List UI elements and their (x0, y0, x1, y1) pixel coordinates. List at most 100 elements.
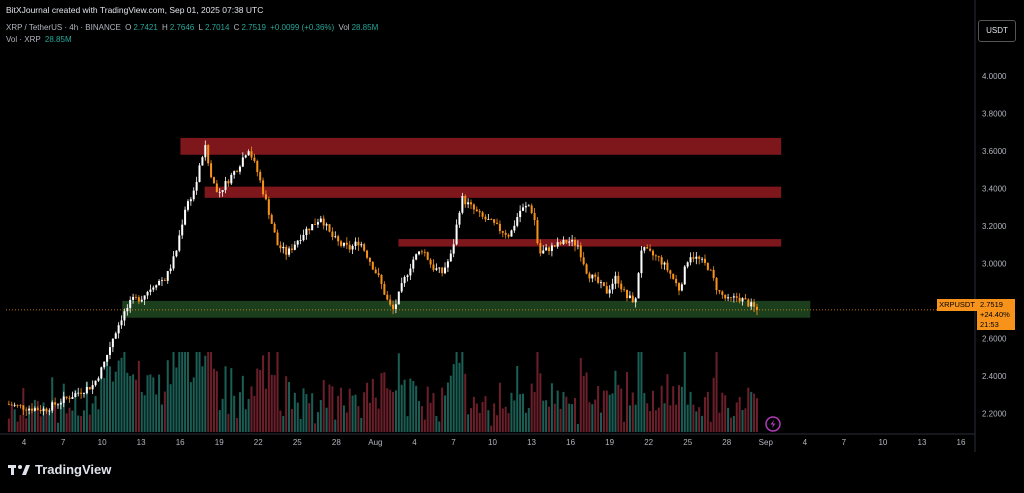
volume-bar (311, 393, 314, 432)
volume-bar (91, 403, 94, 432)
symbol-name[interactable]: XRP / TetherUS · 4h · BINANCE (6, 23, 121, 32)
volume-bar (625, 371, 629, 432)
candle-body (524, 205, 527, 208)
volume-bar (718, 412, 721, 432)
candle-body (302, 234, 305, 241)
candle-body (715, 278, 718, 291)
volume-bar (649, 410, 652, 432)
candle-body (605, 286, 608, 294)
candle-body (649, 248, 652, 251)
candle-body (285, 246, 288, 255)
candle-body (360, 244, 363, 246)
lightning-icon[interactable] (765, 416, 781, 432)
candle-body (464, 196, 467, 205)
candle-body (403, 276, 406, 284)
time-tick-label: 16 (176, 438, 185, 447)
vol-value: 28.85M (351, 23, 379, 32)
candle-body (169, 268, 172, 272)
candle-body (634, 298, 637, 303)
volume-bar (409, 378, 412, 432)
volume-bar (264, 388, 267, 432)
time-tick-label: Sep (759, 438, 774, 447)
volume-bar (706, 391, 709, 432)
volume-bar (498, 382, 501, 432)
candle-body (314, 224, 317, 225)
volume-bar (380, 373, 383, 432)
candle-body (461, 196, 464, 213)
volume-bar (588, 402, 591, 432)
candle-body (724, 294, 727, 299)
candle-body (415, 254, 418, 260)
candle-body (507, 234, 510, 237)
time-tick-label: 4 (22, 438, 27, 447)
volume-bar (608, 394, 611, 432)
volume-bar (77, 415, 80, 432)
candle-body (256, 160, 259, 173)
candle-body (88, 387, 91, 390)
volume-bar (227, 413, 230, 432)
volume-bar (458, 362, 461, 432)
volume-bar (724, 395, 727, 432)
candle-body (293, 244, 296, 250)
volume-bar (71, 410, 74, 432)
volume-bar (496, 415, 499, 432)
candle-body (189, 199, 192, 202)
volume-bar (204, 355, 207, 432)
volume-bar (68, 407, 71, 432)
candle-body (406, 275, 409, 277)
candle-body (181, 224, 184, 236)
candle-body (80, 392, 83, 394)
candle-body (721, 291, 724, 295)
volume-indicator-label[interactable]: Vol · XRP (6, 35, 41, 44)
candle-body (562, 239, 565, 245)
volume-bar (455, 352, 458, 432)
candle-body (340, 241, 343, 246)
volume-bar (614, 370, 617, 432)
candle-body (48, 410, 51, 412)
volume-bar (747, 387, 750, 432)
time-tick-label: 28 (722, 438, 731, 447)
zones-layer (122, 137, 811, 318)
volume-bar (256, 368, 259, 432)
tradingview-logo[interactable]: TradingView (8, 462, 111, 477)
volume-bar (403, 379, 406, 432)
volume-bar (548, 406, 551, 432)
candle-body (683, 266, 686, 285)
candle-body (446, 261, 449, 268)
support-zone (122, 300, 811, 318)
volume-bar (721, 392, 724, 432)
candle-body (640, 250, 643, 274)
candle-body (680, 284, 683, 291)
currency-selector[interactable]: USDT (978, 20, 1016, 42)
time-tick-label: 10 (98, 438, 107, 447)
candle-body (533, 213, 536, 221)
candle-body (198, 165, 201, 182)
candle-body (149, 289, 152, 292)
candle-body (247, 151, 250, 156)
candle-body (97, 378, 100, 381)
volume-bar (184, 352, 187, 432)
candle-body (542, 250, 545, 254)
volume-bar (85, 381, 88, 432)
volume-bar (371, 378, 374, 432)
candle-body (322, 218, 325, 226)
volume-bar (328, 384, 331, 432)
candle-body (487, 219, 490, 221)
candle-body (195, 181, 198, 191)
volume-bar (435, 415, 438, 432)
volume-bar (94, 395, 97, 432)
volume-bar (400, 384, 403, 432)
volume-bar (331, 386, 334, 432)
volume-bar (654, 410, 657, 432)
volume-bar (527, 407, 530, 432)
volume-bar (683, 352, 686, 432)
candle-body (342, 242, 345, 246)
volume-bar (97, 409, 100, 432)
volume-bar (692, 404, 695, 432)
candle-body (718, 290, 721, 292)
volume-bar (501, 408, 504, 432)
candle-body (423, 252, 426, 253)
candle-body (103, 361, 106, 368)
volume-bar (7, 418, 10, 432)
